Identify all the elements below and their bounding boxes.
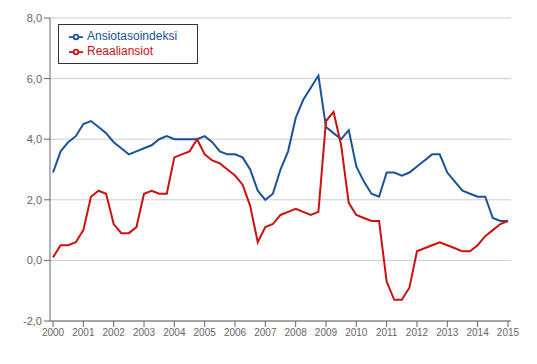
svg-text:2010: 2010 bbox=[345, 327, 368, 338]
svg-text:8,0: 8,0 bbox=[27, 12, 42, 24]
svg-text:2007: 2007 bbox=[254, 327, 277, 338]
svg-text:2005: 2005 bbox=[194, 327, 217, 338]
svg-text:-2,0: -2,0 bbox=[23, 315, 42, 327]
svg-text:6,0: 6,0 bbox=[27, 73, 42, 85]
svg-text:2013: 2013 bbox=[436, 327, 459, 338]
svg-text:2011: 2011 bbox=[376, 327, 398, 338]
svg-text:2006: 2006 bbox=[224, 327, 247, 338]
svg-text:2,0: 2,0 bbox=[27, 194, 42, 206]
svg-text:2000: 2000 bbox=[42, 327, 65, 338]
svg-text:2012: 2012 bbox=[406, 327, 429, 338]
svg-text:2014: 2014 bbox=[467, 327, 490, 338]
svg-text:2002: 2002 bbox=[103, 327, 126, 338]
svg-text:2009: 2009 bbox=[315, 327, 338, 338]
svg-text:0,0: 0,0 bbox=[27, 254, 42, 266]
svg-text:2004: 2004 bbox=[163, 327, 186, 338]
html-text:Reaaliansiot: Reaaliansiot bbox=[87, 43, 153, 58]
html-text:Ansiotasoindeksi: Ansiotasoindeksi bbox=[87, 29, 178, 43]
svg-text:4,0: 4,0 bbox=[27, 133, 42, 145]
svg-text:2001: 2001 bbox=[72, 327, 95, 338]
svg-text:2015: 2015 bbox=[497, 327, 520, 338]
svg-text:2008: 2008 bbox=[285, 327, 308, 338]
svg-text:2003: 2003 bbox=[133, 327, 156, 338]
